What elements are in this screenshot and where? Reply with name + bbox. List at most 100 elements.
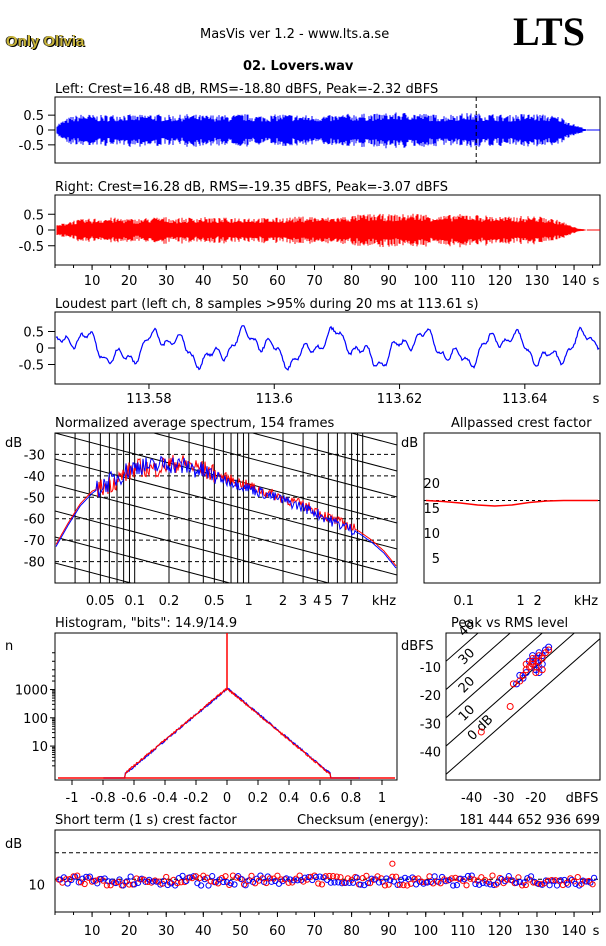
y-tick-label: 1000 bbox=[15, 684, 48, 699]
crest-point-right bbox=[381, 882, 389, 889]
crest-point-left bbox=[527, 873, 535, 880]
crest-series-line bbox=[425, 499, 598, 507]
y-tick-label: 0.5 bbox=[23, 208, 44, 223]
crest-point-left bbox=[572, 880, 579, 887]
x-tick-label: 100 bbox=[413, 274, 438, 289]
x-tick-label: 4 bbox=[313, 594, 321, 609]
y-tick-label: -80 bbox=[24, 556, 45, 571]
peakrms-diag-line bbox=[446, 633, 544, 719]
x-tick-label: 0.8 bbox=[341, 791, 362, 806]
x-tick-label: 113.64 bbox=[502, 392, 548, 407]
crest-point-left bbox=[546, 882, 553, 889]
crest-point-right bbox=[496, 874, 503, 882]
histogram-left-line bbox=[103, 687, 360, 779]
peakrms-point-right bbox=[506, 703, 514, 710]
x-tick-label: 30 bbox=[158, 274, 175, 289]
crest-point-left bbox=[487, 881, 494, 888]
x-tick-label: 113.58 bbox=[126, 392, 172, 407]
crest-point-right bbox=[426, 873, 433, 880]
crest-point-right bbox=[500, 879, 507, 887]
x-tick-label: 3 bbox=[299, 594, 307, 609]
y-tick-label: -10 bbox=[420, 661, 441, 676]
x-tick-label: 0.4 bbox=[279, 791, 300, 806]
x-tick-label: -0.2 bbox=[183, 791, 208, 806]
crest-point-right bbox=[274, 872, 281, 879]
histogram-ylabel: n bbox=[5, 639, 13, 654]
crest-point-right bbox=[152, 877, 159, 884]
x-tick-label: 20 bbox=[121, 924, 138, 939]
spectrum-ylabel: dB bbox=[5, 436, 22, 451]
crest-point-left bbox=[190, 873, 197, 880]
crest-point-left bbox=[231, 881, 238, 888]
shortcrest-ylabel: dB bbox=[5, 837, 22, 852]
x-tick-label: 1 bbox=[245, 594, 253, 609]
crest-point-left bbox=[238, 876, 245, 883]
crest-point-left bbox=[542, 877, 549, 884]
x-tick-label: 113.6 bbox=[256, 392, 293, 407]
crest-point-right bbox=[222, 873, 229, 880]
y-tick-label: 10 bbox=[28, 879, 45, 894]
crest-point-left bbox=[327, 879, 334, 886]
crest-point-left bbox=[383, 875, 390, 882]
y-tick-label: -0.5 bbox=[19, 139, 44, 154]
crest-point-right bbox=[474, 877, 481, 884]
x-unit-label: s bbox=[593, 392, 600, 407]
x-tick-label: 0 bbox=[223, 791, 231, 806]
spectrum-slope-line bbox=[55, 562, 133, 583]
crest-point-left bbox=[416, 878, 423, 885]
x-tick-label: 7 bbox=[341, 594, 349, 609]
crest-point-left bbox=[197, 882, 205, 889]
crest-point-left bbox=[75, 879, 82, 886]
peakrms-title: Peak vs RMS level bbox=[451, 616, 568, 631]
y-tick-label: 5 bbox=[432, 552, 440, 567]
x-unit-label: s bbox=[593, 274, 600, 289]
crest-point-right bbox=[526, 876, 533, 883]
x-tick-label: 140 bbox=[562, 924, 587, 939]
peakrms-point-right bbox=[545, 646, 553, 654]
histogram-right-line bbox=[103, 686, 359, 779]
y-tick-label: -60 bbox=[24, 513, 45, 528]
x-tick-label: 0.2 bbox=[248, 791, 269, 806]
x-tick-label: 20 bbox=[121, 274, 138, 289]
histogram-frame bbox=[54, 632, 398, 781]
crest-point-right bbox=[163, 873, 170, 881]
y-tick-label: -40 bbox=[24, 470, 45, 485]
spectrum-frame bbox=[54, 432, 398, 584]
crest-point-right bbox=[259, 875, 266, 882]
crest-point-left bbox=[349, 879, 357, 886]
x-tick-label: 113.62 bbox=[377, 392, 423, 407]
crest-title: Allpassed crest factor bbox=[451, 416, 592, 431]
crest-point-left bbox=[116, 876, 123, 883]
crest-point-right bbox=[348, 876, 355, 883]
x-tick-label: 0.1 bbox=[124, 594, 145, 609]
crest-point-left bbox=[353, 874, 360, 881]
x-tick-label: 110 bbox=[450, 924, 475, 939]
crest-point-left bbox=[453, 882, 461, 889]
x-tick-label: 60 bbox=[269, 274, 286, 289]
crest-point-right bbox=[74, 872, 81, 879]
crest-point-left bbox=[331, 879, 338, 886]
crest-point-left bbox=[557, 877, 564, 884]
crest-point-left bbox=[431, 873, 438, 880]
x-tick-label: 0.6 bbox=[310, 791, 331, 806]
spectrum-slope-line bbox=[55, 303, 397, 393]
crest-point-right bbox=[437, 880, 444, 887]
peakrms-diag-line bbox=[446, 637, 600, 776]
crest-point-right bbox=[326, 872, 333, 880]
x-tick-label: 40 bbox=[195, 924, 212, 939]
x-tick-label: 10 bbox=[84, 274, 101, 289]
crest-point-right bbox=[389, 860, 396, 867]
crest-point-right bbox=[170, 876, 177, 883]
waveform-title: Right: Crest=16.28 dB, RMS=-19.35 dBFS, … bbox=[55, 180, 448, 195]
crest-point-right bbox=[329, 873, 337, 880]
crest-point-right bbox=[563, 879, 570, 887]
y-tick-label: 0.5 bbox=[23, 326, 44, 341]
crest-point-left bbox=[450, 882, 457, 889]
x-tick-label: 1 bbox=[516, 594, 524, 609]
y-tick-label: 100 bbox=[23, 712, 48, 727]
y-tick-label: -30 bbox=[420, 717, 441, 732]
crest-point-left bbox=[131, 881, 138, 888]
x-tick-label: 100 bbox=[413, 924, 438, 939]
crest-point-left bbox=[179, 872, 186, 879]
peakrms-frame bbox=[445, 632, 601, 781]
